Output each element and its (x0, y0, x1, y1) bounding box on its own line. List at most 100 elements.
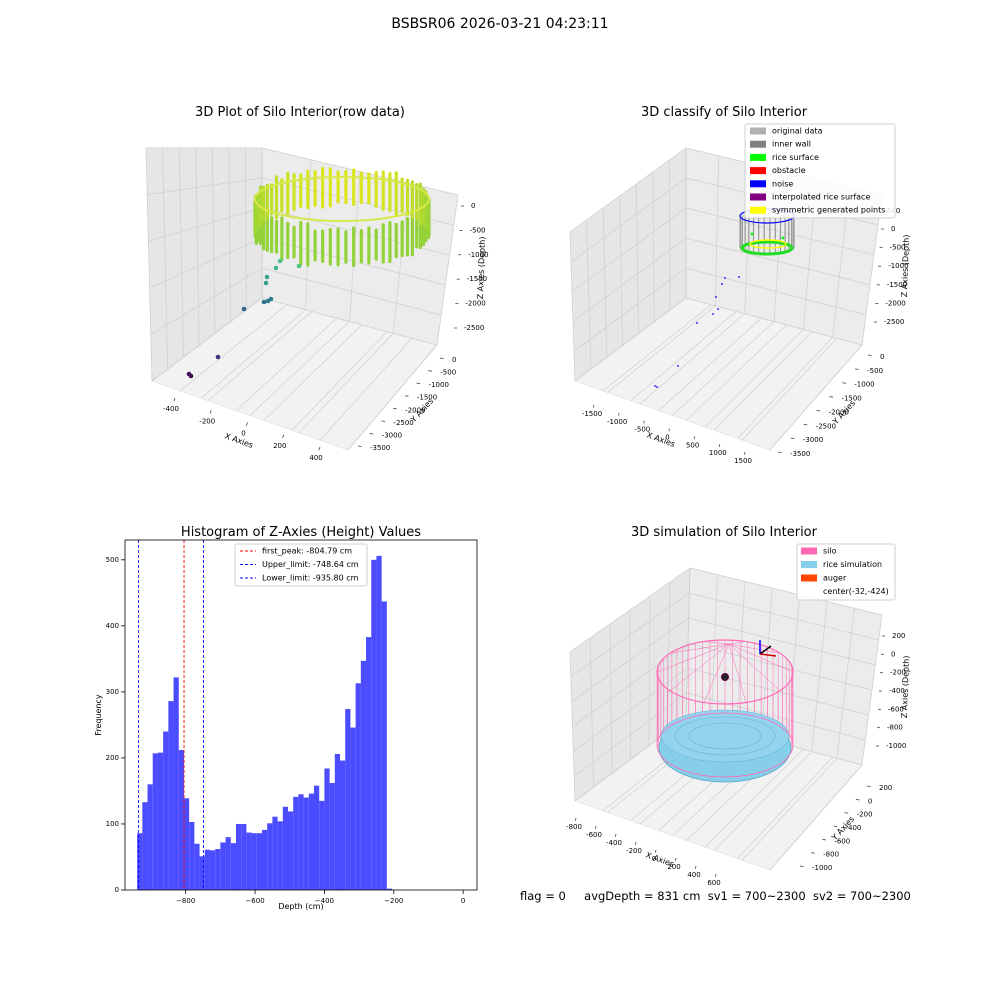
histogram-bar (183, 798, 190, 890)
silo-roof-wire (703, 641, 730, 645)
z-tick-label: -800 (887, 724, 903, 732)
gridline (689, 567, 883, 616)
histogram-bar (142, 802, 148, 890)
noise-point (721, 283, 723, 285)
y-tick-label: 200 (106, 754, 119, 762)
histogram-bar (267, 823, 273, 890)
histogram-bar (235, 823, 242, 890)
silo-roof-wire (669, 643, 730, 692)
gridline (569, 567, 691, 653)
y-tick-mark (822, 838, 826, 841)
legend-label: original data (772, 127, 823, 136)
histogram-bar (241, 823, 247, 890)
z-tick-label: 0 (891, 650, 895, 658)
gridline (686, 692, 866, 741)
y-tick-mark (381, 420, 386, 422)
data-point (188, 373, 194, 379)
legend-label: rice simulation (823, 560, 882, 569)
y-tick-mark (829, 396, 834, 398)
classified-3d-plot: 3D classify of Silo Interior -1500 -1000 -5… (569, 105, 911, 465)
y-tick-label: -3500 (370, 444, 390, 452)
data-point (277, 258, 283, 264)
y-tick-label: -500 (440, 369, 456, 377)
gridline (573, 667, 688, 752)
gridline (570, 177, 687, 263)
x-tick-label: −600 (245, 897, 264, 905)
histogram-bar (340, 760, 346, 890)
x-tick-label: 200 (667, 863, 680, 871)
x-tick-label: -1000 (607, 418, 627, 426)
y-tick-mark (833, 825, 838, 827)
data-point (273, 265, 279, 271)
gridline (704, 749, 804, 848)
histogram-bar (386, 888, 393, 890)
z-axis-label: Z Axies (Depth) (900, 234, 911, 297)
x-tick-label: -1500 (582, 410, 602, 418)
gridline (572, 237, 687, 322)
histogram-bar (246, 832, 252, 890)
gridline (245, 147, 247, 310)
x-tick-label: 1500 (734, 457, 752, 465)
avg-depth-text: avgDepth = 831 cm (584, 889, 701, 903)
legend-label: rice surface (772, 153, 819, 162)
data-point-rim (254, 176, 430, 222)
z-axis-label: Z Axies (Depth) (476, 236, 487, 299)
histogram-bar (287, 811, 294, 890)
y-tick-mark (393, 407, 397, 410)
gridline (571, 617, 689, 702)
gridline (672, 321, 775, 416)
x-tick-label: -200 (626, 847, 642, 855)
z-tick-label: -1000 (886, 742, 906, 750)
chart-title: 3D Plot of Silo Interior(row data) (195, 105, 405, 120)
silo-roof-wire (728, 643, 794, 673)
x-tick-mark (595, 825, 597, 829)
histogram-bar (298, 794, 304, 890)
legend-label: auger (823, 574, 847, 583)
gridline (639, 313, 745, 405)
gridline (569, 147, 687, 233)
x-tick-mark (643, 420, 645, 424)
data-point (241, 306, 247, 312)
histogram-bar (293, 796, 299, 890)
y-tick-label: -400 (846, 824, 862, 832)
gridline (570, 592, 690, 678)
histogram-bar (256, 833, 262, 890)
legend-swatch (801, 561, 817, 568)
gridline (685, 237, 871, 286)
gridline (685, 297, 863, 346)
y-tick-mark (428, 370, 432, 372)
legend-swatch (750, 127, 766, 135)
gridline (769, 344, 863, 451)
noise-point (696, 322, 698, 324)
y-tick-label: 200 (879, 784, 892, 792)
y-tick-mark (842, 382, 846, 384)
y-tick-mark (855, 798, 860, 801)
silo-roof-wire (703, 643, 730, 703)
gridline (688, 617, 876, 666)
gridline (714, 331, 812, 431)
gridline (602, 207, 608, 358)
sv2-text: sv2 = 700~2300 (812, 889, 911, 903)
x-tick-label: 200 (273, 442, 286, 450)
gridline (658, 317, 762, 411)
histogram-bar (189, 821, 195, 890)
histogram-bar (345, 709, 351, 890)
x-tick-mark (718, 444, 721, 447)
x-tick-label: -600 (586, 831, 602, 839)
histogram-bar (329, 783, 335, 890)
gridline (145, 147, 153, 382)
legend-swatch (801, 574, 817, 582)
symmetric-points (749, 239, 787, 249)
x-tick-label: 400 (687, 871, 700, 879)
gridline (704, 329, 804, 428)
y-tick-mark (404, 395, 409, 397)
x-tick-label: 500 (686, 441, 699, 449)
legend-swatch (750, 206, 766, 214)
legend-label: first_peak: -804.79 cm (262, 547, 352, 556)
figure-title: BSBSR06 2026-03-21 04:23:11 (391, 16, 609, 32)
histogram-bar (225, 837, 231, 890)
gridline (686, 324, 787, 421)
x-tick-mark (668, 428, 670, 432)
y-tick-mark (357, 445, 362, 447)
x-tick-mark (715, 873, 717, 877)
